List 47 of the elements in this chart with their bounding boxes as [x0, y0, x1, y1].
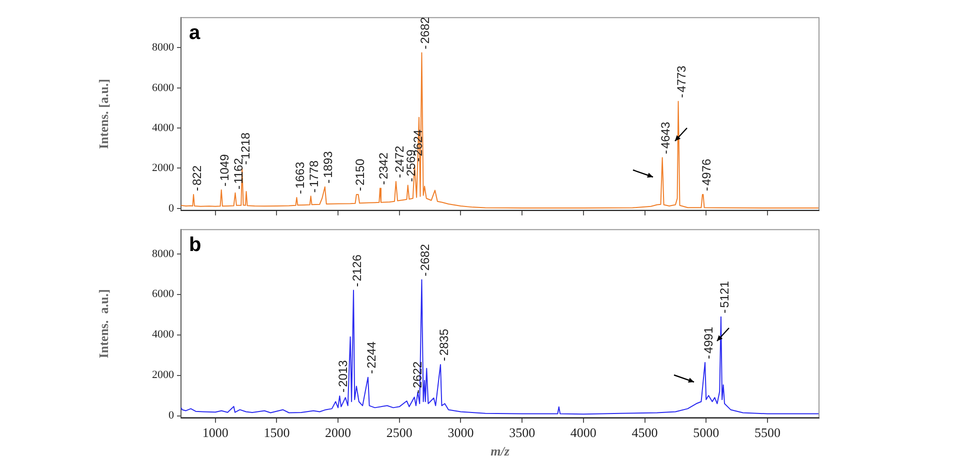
annotation: 2244	[364, 341, 378, 368]
annotation: a	[189, 22, 201, 44]
y-tick-label: 0	[168, 202, 174, 214]
y-axis-title: Intens. [a.u.]	[96, 78, 112, 150]
annotation: 2622	[410, 361, 425, 388]
y-tick-label: 6000	[152, 82, 174, 94]
x-tick-label: 5500	[754, 425, 780, 440]
x-tick-label: 1500	[264, 425, 290, 440]
annotation: 2835	[436, 328, 451, 356]
x-tick-label: 3000	[448, 425, 474, 440]
y-tick-label: 4000	[152, 328, 174, 341]
x-tick-label: 5000	[693, 425, 720, 440]
x-tick-label: 4500	[632, 425, 658, 440]
annotation: 1778	[307, 160, 322, 188]
x-tick-label: 2500	[386, 425, 412, 440]
annotation: 4643	[658, 122, 673, 149]
annotation: 2126	[350, 254, 364, 282]
y-tick-label: 8000	[152, 42, 174, 54]
y-tick-label: 8000	[152, 248, 174, 260]
y-tick-label: 2000	[152, 369, 174, 382]
annotation: 1893	[321, 150, 336, 178]
annotation: 2013	[336, 360, 350, 387]
x-tick-label: 3500	[509, 425, 536, 440]
y-tick-label: 6000	[152, 288, 174, 300]
x-axis-title: m/z	[490, 444, 510, 459]
annotation: 1663	[293, 162, 308, 189]
annotation: 2472	[392, 145, 406, 172]
x-tick-label: 4000	[570, 425, 596, 440]
annotation: 4976	[699, 158, 714, 186]
annotation: 2682	[418, 16, 432, 44]
annotation: b	[189, 234, 202, 256]
x-tick-label: 1000	[202, 425, 228, 440]
y-tick-label: 0	[168, 410, 174, 422]
annotation: 2342	[376, 152, 390, 180]
x-tick-label: 2000	[325, 425, 352, 440]
y-axis-title: Intens. a.u.]	[96, 289, 112, 358]
annotation: 2150	[352, 158, 367, 186]
annotation: 1218	[238, 132, 252, 160]
annotation: 4773	[674, 65, 689, 92]
annotation: 822	[190, 165, 204, 186]
annotation: 5121	[717, 280, 732, 308]
annotation: 4991	[701, 326, 716, 354]
annotation: 1162	[232, 158, 246, 184]
y-tick-label: 4000	[152, 122, 174, 134]
annotation: 2682	[418, 244, 432, 271]
annotation: 1049	[218, 154, 232, 181]
y-tick-label: 2000	[152, 162, 174, 174]
